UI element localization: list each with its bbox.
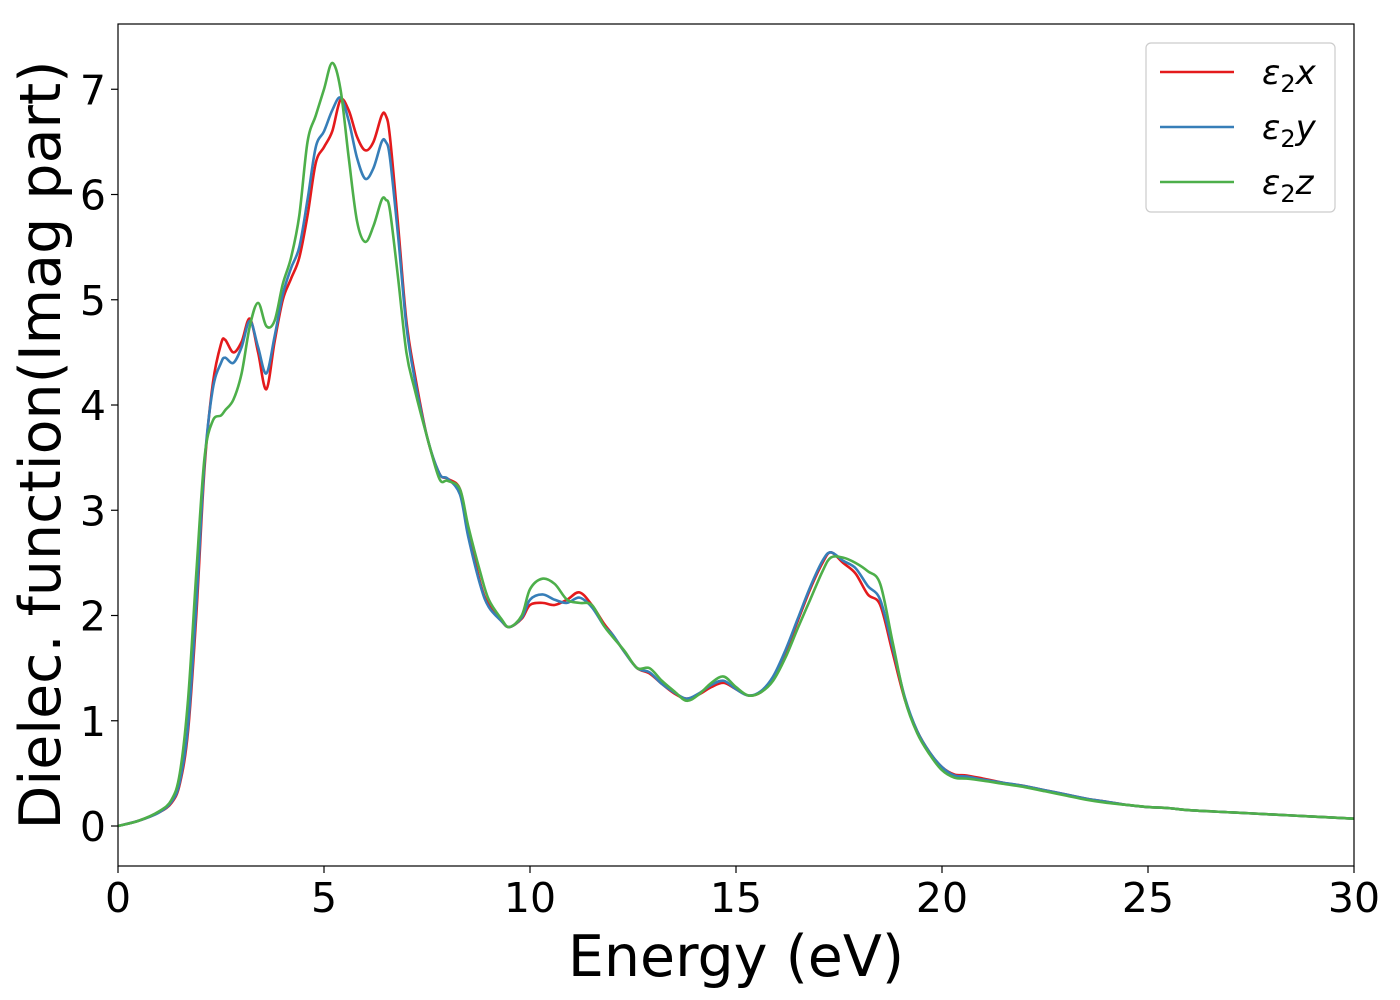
y-tick-label: 4 xyxy=(80,382,106,430)
x-axis-title: Energy (eV) xyxy=(568,924,904,990)
y-axis: 0 1 2 3 4 5 6 7 xyxy=(80,66,118,851)
legend-label: ε2y xyxy=(1262,108,1317,153)
legend-label: ε2z xyxy=(1262,163,1315,208)
y-tick-label: 7 xyxy=(80,66,106,114)
x-tick-label: 25 xyxy=(1122,874,1174,922)
x-tick-label: 10 xyxy=(504,874,556,922)
x-tick-label: 20 xyxy=(916,874,968,922)
y-tick-label: 6 xyxy=(80,172,106,220)
x-tick-label: 5 xyxy=(311,874,337,922)
y-tick-label: 3 xyxy=(80,487,106,535)
y-tick-label: 1 xyxy=(80,698,106,746)
legend-label-subscript: 2 xyxy=(1280,70,1295,98)
legend-label-suffix: y xyxy=(1295,108,1317,148)
legend-label-base: ε xyxy=(1262,163,1280,203)
legend-label-subscript: 2 xyxy=(1280,180,1295,208)
x-tick-label: 30 xyxy=(1328,874,1380,922)
y-tick-label: 5 xyxy=(80,277,106,325)
x-axis: 0 5 10 15 20 25 30 xyxy=(105,866,1380,922)
legend-box xyxy=(1145,42,1336,213)
legend-label-suffix: z xyxy=(1295,163,1315,203)
series-layer xyxy=(117,61,1355,828)
series-line-z xyxy=(117,61,1355,828)
y-tick-label: 2 xyxy=(80,593,106,641)
legend-label-subscript: 2 xyxy=(1280,125,1295,153)
x-tick-label: 15 xyxy=(710,874,762,922)
x-tick-label: 0 xyxy=(105,874,131,922)
legend-label: ε2x xyxy=(1262,53,1317,98)
legend-label-base: ε xyxy=(1262,53,1280,93)
y-axis-title: Dielec. function(Imag part) xyxy=(8,60,74,829)
y-tick-label: 0 xyxy=(80,803,106,851)
legend-label-base: ε xyxy=(1262,108,1280,148)
legend-label-suffix: x xyxy=(1295,53,1317,93)
series-line-y xyxy=(117,96,1355,828)
